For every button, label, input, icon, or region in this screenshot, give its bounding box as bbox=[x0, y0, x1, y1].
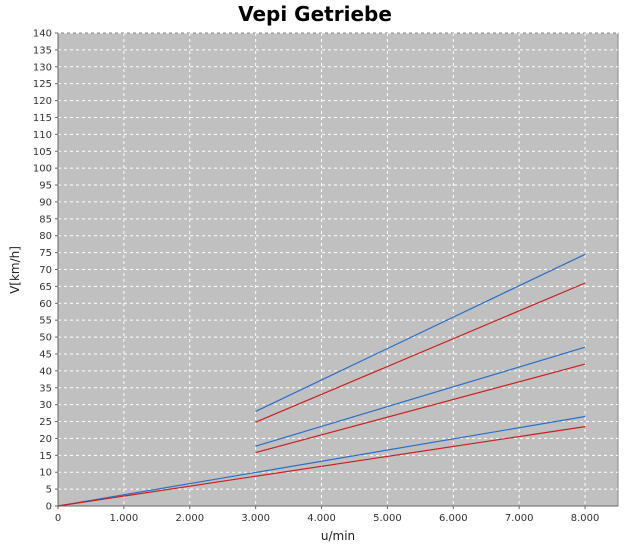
series-line-5 bbox=[255, 253, 586, 412]
y-tick-label: 140 bbox=[33, 29, 52, 40]
y-tick-label: 115 bbox=[33, 113, 52, 124]
y-tick-label: 135 bbox=[33, 45, 52, 56]
y-tick-label: 100 bbox=[33, 164, 52, 175]
y-tick-label: 35 bbox=[39, 383, 52, 394]
x-tick-label: 6.000 bbox=[439, 513, 468, 524]
y-tick-label: 60 bbox=[39, 299, 52, 310]
y-tick-label: 120 bbox=[33, 96, 52, 107]
x-tick-label: 8.000 bbox=[571, 513, 600, 524]
y-tick-label: 10 bbox=[39, 468, 52, 479]
y-tick-label: 85 bbox=[39, 214, 52, 225]
y-tick-label: 105 bbox=[33, 147, 52, 158]
y-tick-label: 125 bbox=[33, 79, 52, 90]
chart-title: Vepi Getriebe bbox=[238, 2, 392, 26]
series-line-2 bbox=[57, 426, 586, 507]
grid-lines bbox=[58, 32, 618, 506]
y-tick-label: 0 bbox=[46, 502, 52, 513]
x-tick-label: 0 bbox=[55, 513, 61, 524]
y-axis-title: V[km/h] bbox=[8, 246, 22, 294]
series-line-3 bbox=[255, 346, 586, 447]
y-tick-label: 75 bbox=[39, 248, 52, 259]
y-tick-label: 20 bbox=[39, 434, 52, 445]
y-tick-label: 80 bbox=[39, 231, 52, 242]
x-tick-label: 1.000 bbox=[110, 513, 139, 524]
y-tick-label: 25 bbox=[39, 417, 52, 428]
y-tick-label: 50 bbox=[39, 333, 52, 344]
x-tick-label: 7.000 bbox=[505, 513, 534, 524]
y-tick-label: 45 bbox=[39, 349, 52, 360]
series-lines bbox=[57, 253, 586, 507]
x-tick-label: 2.000 bbox=[175, 513, 204, 524]
x-tick-label: 4.000 bbox=[307, 513, 336, 524]
series-line-6 bbox=[255, 282, 586, 423]
y-tick-label: 40 bbox=[39, 366, 52, 377]
y-tick-label: 110 bbox=[33, 130, 52, 141]
y-tick-label: 65 bbox=[39, 282, 52, 293]
x-axis-title: u/min bbox=[321, 529, 355, 543]
y-tick-label: 15 bbox=[39, 451, 52, 462]
y-tick-label: 5 bbox=[46, 485, 52, 496]
y-tick-label: 130 bbox=[33, 62, 52, 73]
axes bbox=[55, 32, 618, 509]
y-tick-label: 95 bbox=[39, 181, 52, 192]
x-tick-label: 5.000 bbox=[373, 513, 402, 524]
y-tick-label: 90 bbox=[39, 197, 52, 208]
y-tick-label: 30 bbox=[39, 400, 52, 411]
tick-labels: 0 1.000 2.000 3.000 4.000 5.000 6.000 7.000 8.00… bbox=[33, 29, 599, 525]
series-line-1 bbox=[57, 415, 586, 507]
y-tick-label: 55 bbox=[39, 316, 52, 327]
series-line-4 bbox=[255, 363, 586, 454]
x-tick-label: 3.000 bbox=[241, 513, 270, 524]
y-tick-label: 70 bbox=[39, 265, 52, 276]
